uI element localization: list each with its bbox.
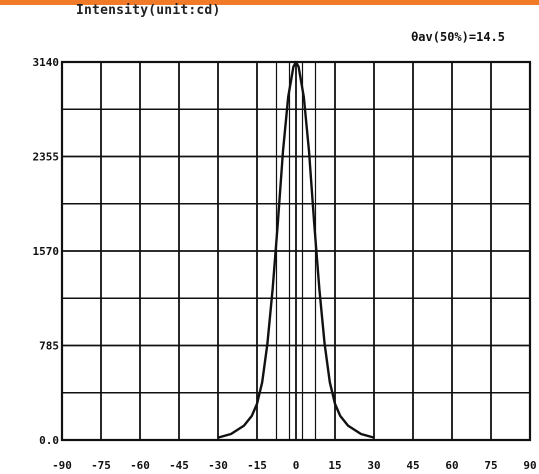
grid	[60, 60, 532, 442]
chart-title: Intensity(unit:cd)	[76, 3, 221, 18]
x-tick-label: 45	[406, 459, 419, 472]
y-tick-label: 0.0	[39, 434, 59, 447]
x-tick-label: 75	[484, 459, 497, 472]
x-tick-label: 30	[367, 459, 380, 472]
beam-angle-annotation: θav(50%)=14.5	[411, 30, 505, 44]
x-tick-label: -45	[169, 459, 189, 472]
y-tick-label: 3140	[33, 56, 60, 69]
x-tick-label: -75	[91, 459, 111, 472]
y-tick-label: 785	[39, 340, 59, 353]
x-tick-label: -60	[130, 459, 150, 472]
x-tick-label: 90	[523, 459, 536, 472]
x-tick-label: 15	[328, 459, 341, 472]
x-tick-label: -30	[208, 459, 228, 472]
top-accent-bar	[0, 0, 539, 5]
curve-layer	[217, 60, 375, 439]
x-tick-label: 60	[445, 459, 458, 472]
x-tick-label: -90	[52, 459, 72, 472]
y-tick-label: 2355	[33, 151, 60, 164]
intensity-curve	[217, 60, 375, 439]
y-tick-label: 1570	[33, 245, 60, 258]
x-tick-label: -15	[247, 459, 267, 472]
x-tick-labels: -90 -75 -60 -45 -30 -15 0 15 30 45 60 75 90	[52, 459, 537, 472]
x-tick-label: 0	[293, 459, 300, 472]
y-tick-labels: 0.0 785 1570 2355 3140	[33, 56, 60, 447]
